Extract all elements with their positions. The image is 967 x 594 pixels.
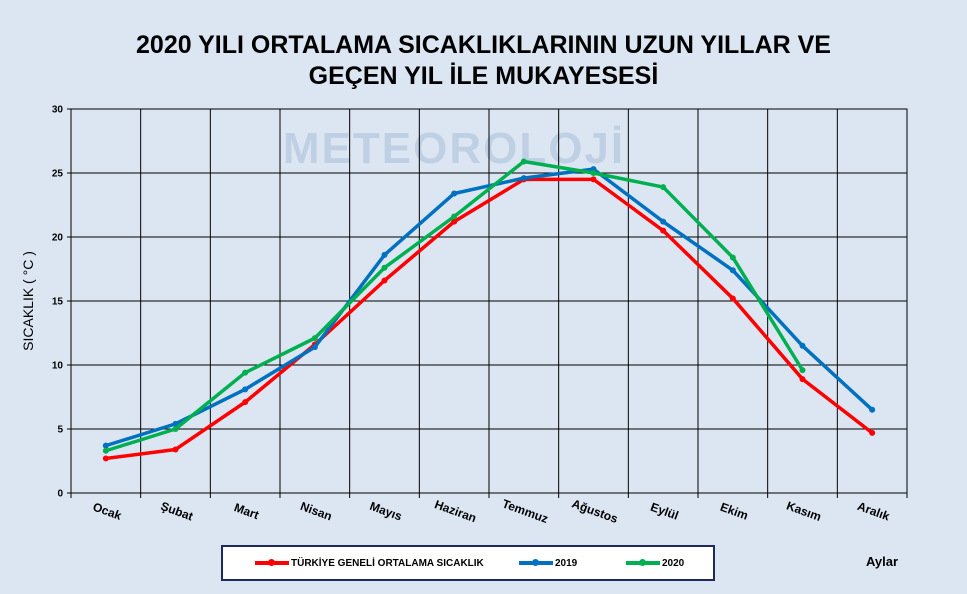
x-tick-label: Mayıs <box>368 499 404 524</box>
x-tick-label: Temmuz <box>500 496 550 526</box>
x-tick-label: Ocak <box>91 500 124 523</box>
y-tick-label: 30 <box>52 105 64 116</box>
data-point <box>451 218 458 225</box>
legend-item: 2019 <box>519 547 577 579</box>
y-tick-label: 0 <box>57 489 63 500</box>
data-point <box>869 406 876 413</box>
data-point <box>799 342 806 349</box>
data-point <box>660 227 667 234</box>
data-point <box>451 213 458 220</box>
x-tick-label: Şubat <box>159 499 195 524</box>
data-point <box>102 455 109 462</box>
data-point <box>381 264 388 271</box>
y-tick-label: 20 <box>52 233 64 244</box>
y-tick-label: 10 <box>52 361 64 372</box>
data-point <box>102 447 109 454</box>
series-line-2 <box>105 167 874 448</box>
legend-swatch <box>255 559 289 566</box>
watermark-text: METEOROLOJİ <box>283 124 625 173</box>
chart-title-line-1: 2020 YILI ORTALAMA SICAKLIKLARININ UZUN … <box>136 31 831 59</box>
chart-title: 2020 YILI ORTALAMA SICAKLIKLARININ UZUN … <box>0 30 967 92</box>
y-axis-label: SICAKLIK ( °C ) <box>20 251 36 351</box>
data-point <box>172 446 179 453</box>
legend-swatch <box>626 559 660 566</box>
data-point <box>242 369 249 376</box>
data-point <box>660 218 667 225</box>
data-point <box>172 426 179 432</box>
data-point <box>590 170 597 176</box>
x-tick-label: Ekim <box>718 500 750 523</box>
x-tick-label: Eylül <box>649 500 681 523</box>
data-point <box>520 175 527 182</box>
legend-label: 2019 <box>555 557 578 569</box>
y-tick-label: 5 <box>57 425 63 436</box>
data-point <box>451 190 458 197</box>
legend-item: TÜRKİYE GENELİ ORTALAMA SICAKLIK <box>255 547 484 579</box>
legend-label: 2020 <box>662 557 685 569</box>
data-point <box>311 335 318 342</box>
x-tick-label: Ağustos <box>570 496 620 526</box>
x-tick-label: Nisan <box>298 499 334 523</box>
legend-item: 2020 <box>626 547 684 579</box>
y-tick-label: 15 <box>52 297 64 308</box>
data-point <box>381 251 388 258</box>
data-point <box>172 420 179 427</box>
data-point <box>799 376 806 383</box>
series-line-1 <box>105 177 874 461</box>
legend-swatch <box>519 559 553 566</box>
chart-title-line-2: GEÇEN YIL İLE MUKAYESESİ <box>308 62 659 90</box>
data-point <box>869 429 876 436</box>
data-point <box>102 442 109 449</box>
data-point <box>799 367 806 374</box>
x-axis-label: Aylar <box>866 554 898 569</box>
data-point <box>242 399 249 406</box>
data-point <box>590 176 597 183</box>
x-tick-label: Mart <box>232 500 261 522</box>
data-point <box>520 158 527 165</box>
legend-label: TÜRKİYE GENELİ ORTALAMA SICAKLIK <box>291 557 484 569</box>
data-point <box>729 267 736 274</box>
y-tick-label: 25 <box>52 169 64 180</box>
data-point <box>311 344 318 351</box>
data-point <box>729 295 736 302</box>
legend: TÜRKİYE GENELİ ORTALAMA SICAKLIK 2019 2020 <box>221 545 715 581</box>
x-tick-label: Aralık <box>855 499 891 524</box>
data-point <box>660 184 667 191</box>
data-point <box>381 277 388 284</box>
data-point <box>242 386 249 393</box>
data-point <box>729 254 736 261</box>
x-tick-label: Haziran <box>433 497 479 525</box>
x-tick-label: Kasım <box>785 499 824 524</box>
